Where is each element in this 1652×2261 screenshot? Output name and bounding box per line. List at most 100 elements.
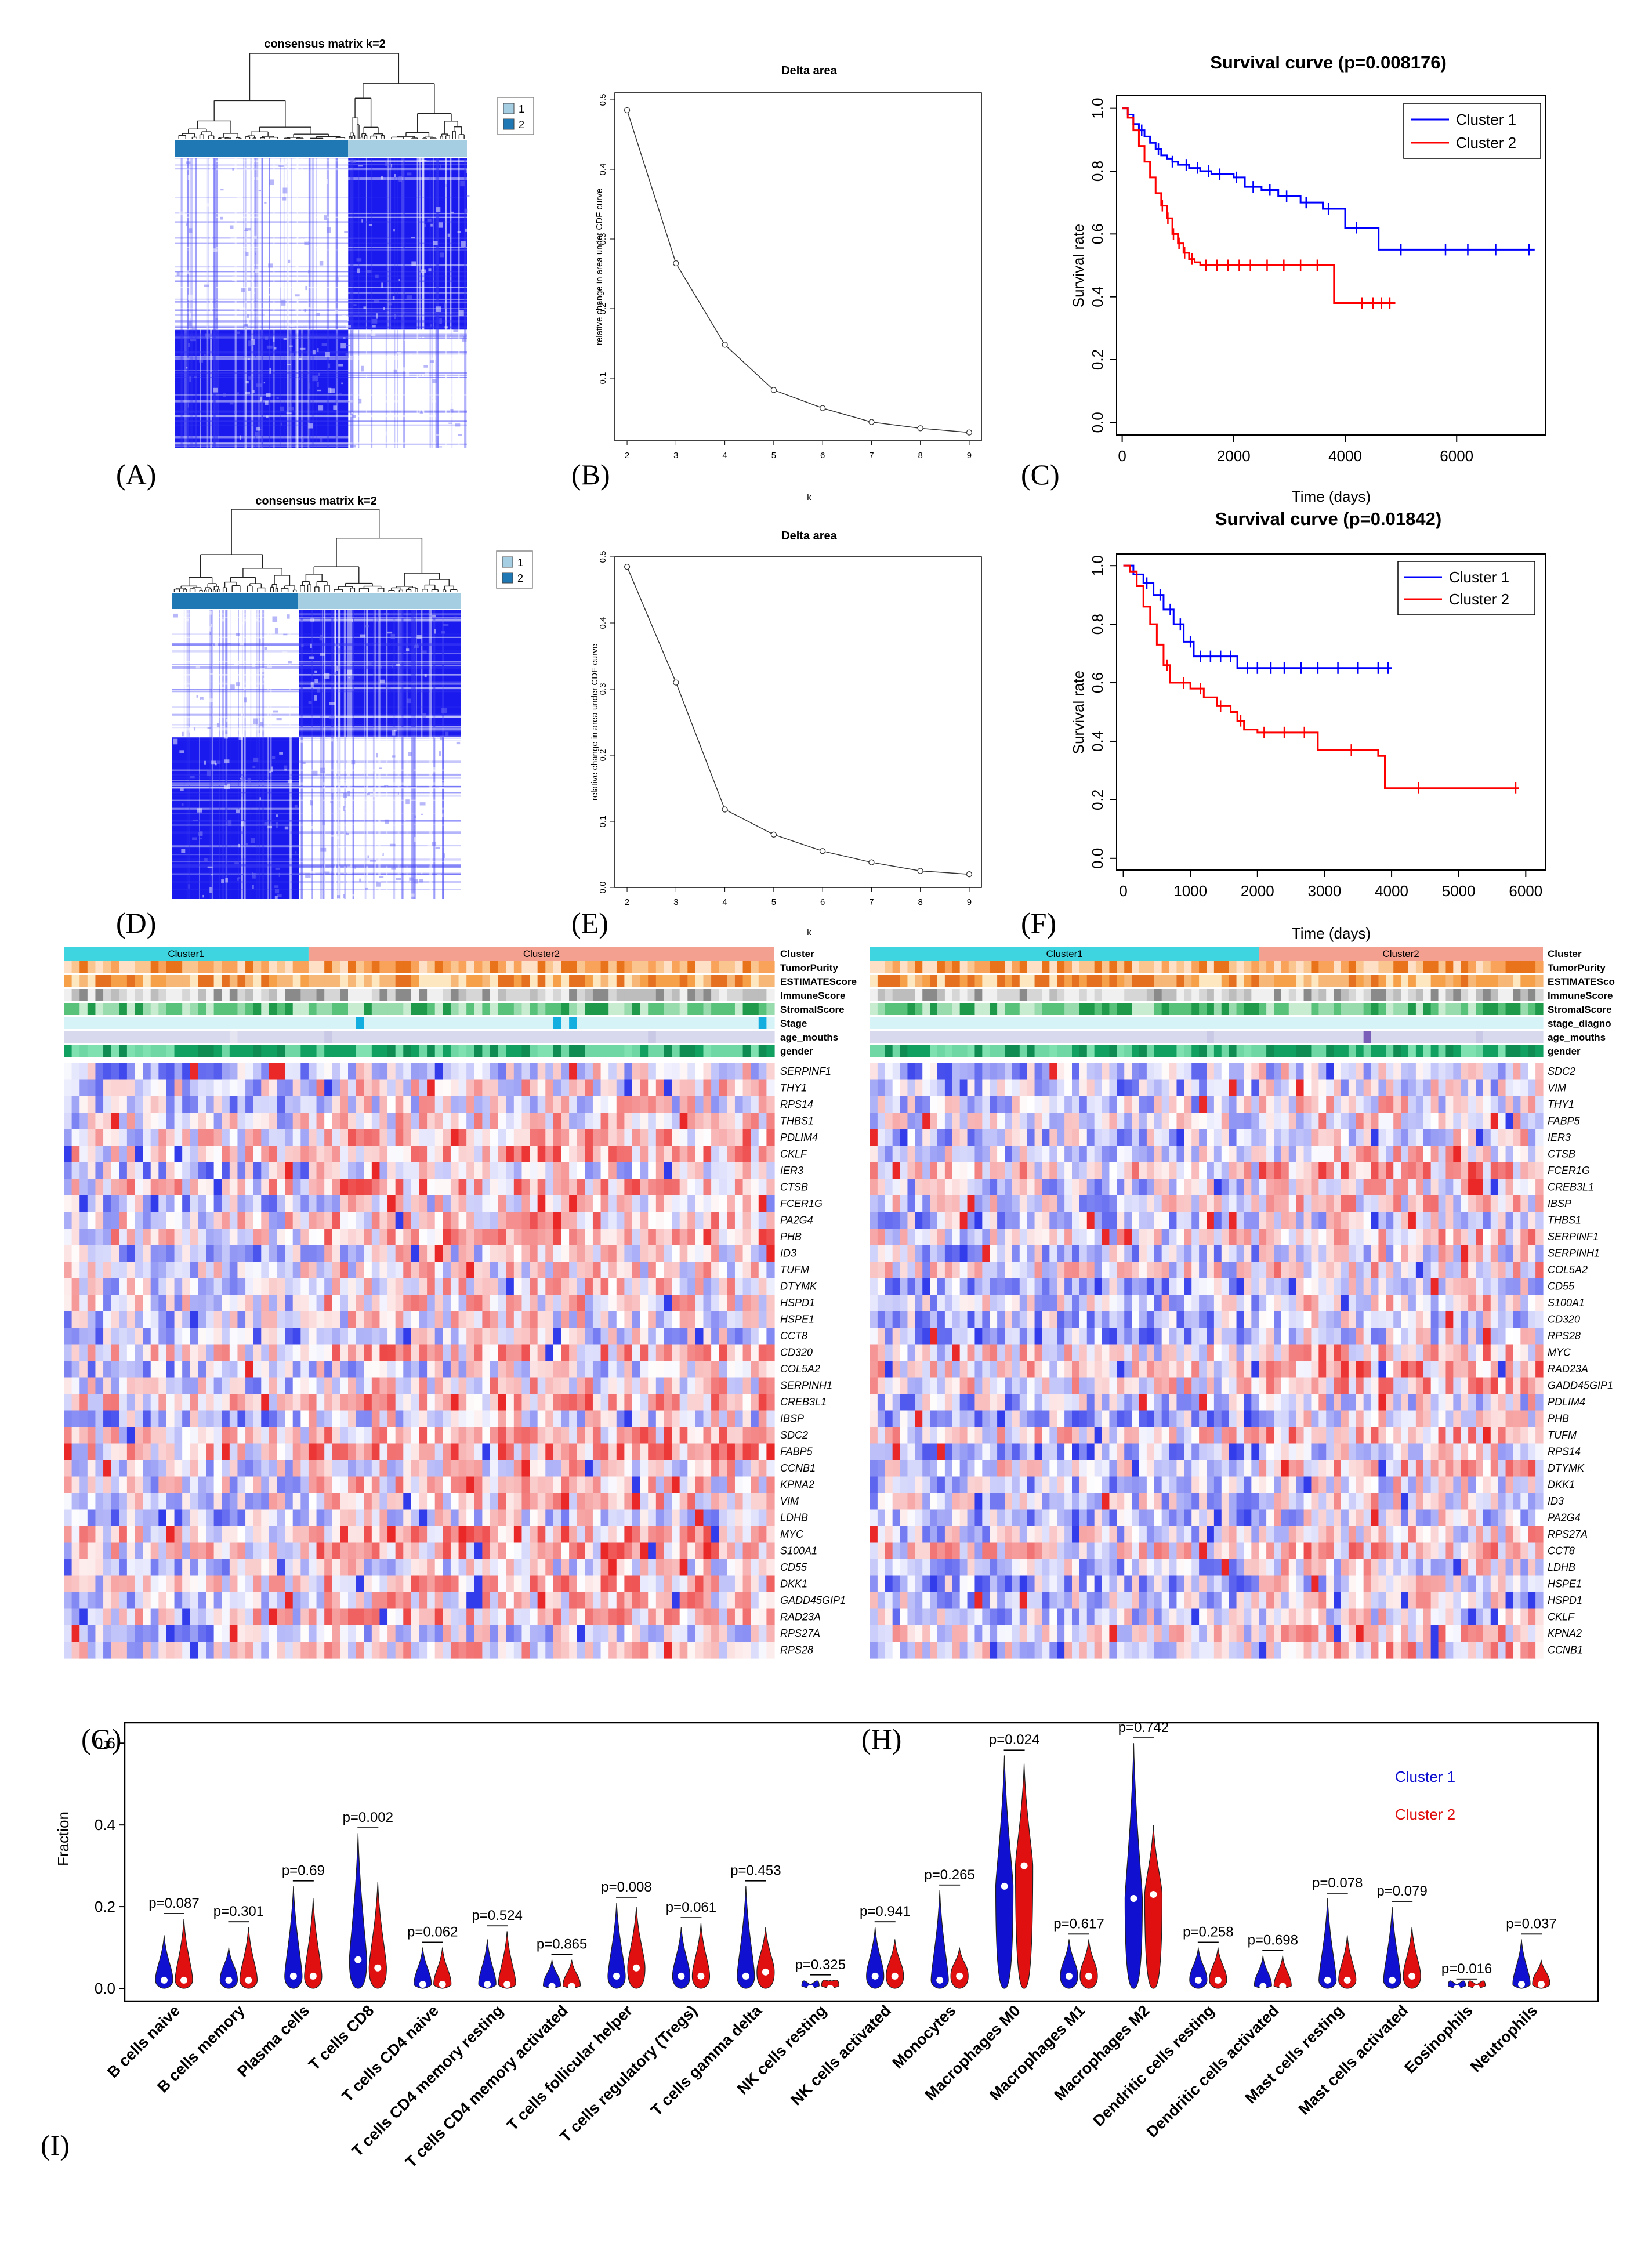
heatmap-cell (222, 1079, 230, 1097)
heatmap-annotation-cell (466, 1031, 475, 1043)
heatmap-cell (79, 1195, 88, 1213)
heatmap-gene-label: CD320 (780, 1347, 813, 1358)
matrix-speckle (405, 799, 410, 805)
heatmap-cell (300, 1146, 309, 1163)
heatmap-annotation-cell (269, 975, 278, 987)
matrix-streak (172, 831, 461, 834)
heatmap-cell (253, 1245, 262, 1262)
heatmap-cell (143, 1245, 151, 1262)
heatmap-cell (395, 1262, 404, 1279)
heatmap-cell (158, 1443, 167, 1461)
matrix-speckle (411, 237, 415, 239)
heatmap-cell (687, 1361, 696, 1378)
heatmap-cell (79, 1262, 88, 1279)
heatmap-cell (222, 1443, 230, 1461)
heatmap-cell (79, 1162, 88, 1180)
heatmap-cell (734, 1476, 744, 1494)
heatmap-cell (403, 1559, 412, 1577)
heatmap-cell (640, 1113, 649, 1130)
matrix-streak (175, 333, 467, 335)
heatmap-cell (648, 1410, 657, 1427)
heatmap-annotation-cell (364, 1003, 372, 1015)
heatmap-annotation-cell (687, 1017, 696, 1029)
heatmap-gene-label: RPS14 (780, 1099, 813, 1110)
heatmap-cell (87, 1179, 96, 1196)
matrix-speckle (368, 224, 372, 226)
heatmap-cell (734, 1179, 744, 1196)
matrix-speckle (265, 400, 269, 405)
heatmap-cell (222, 1344, 230, 1361)
heatmap-cell (434, 1079, 443, 1097)
heatmap-annotation-cell (450, 1045, 459, 1057)
heatmap-cell (237, 1195, 246, 1213)
heatmap-cell (521, 1509, 530, 1527)
heatmap-annotation-cell (530, 1031, 538, 1043)
heatmap-cell (379, 1410, 388, 1427)
heatmap-cell (498, 1063, 506, 1081)
survival-c-legend-label-2: Cluster 2 (1456, 134, 1516, 151)
matrix-speckle (178, 357, 181, 360)
heatmap-cell (751, 1162, 759, 1180)
matrix-streak (442, 610, 444, 899)
heatmap-cell (687, 1129, 696, 1147)
matrix-streak (172, 620, 461, 622)
heatmap-annotation-cell (261, 989, 270, 1001)
heatmap-cell (482, 1129, 491, 1147)
heatmap-cell (126, 1377, 136, 1394)
matrix-streak (175, 446, 467, 448)
heatmap-cell (592, 1179, 602, 1196)
matrix-speckle (320, 847, 327, 852)
heatmap-cell (758, 1476, 767, 1494)
heatmap-cell (237, 1476, 246, 1494)
delta-point (819, 848, 826, 854)
heatmap-cell (324, 1113, 333, 1130)
heatmap-cell (190, 1427, 198, 1444)
heatmap-cell (450, 1195, 459, 1213)
heatmap-cell (600, 1377, 609, 1394)
heatmap-cell (103, 1476, 112, 1494)
heatmap-cell (506, 1129, 515, 1147)
heatmap-cell (261, 1162, 270, 1180)
heatmap-cell (513, 1096, 523, 1114)
matrix-speckle (292, 197, 298, 202)
heatmap-cell (135, 1361, 143, 1378)
heatmap-cell (450, 1278, 459, 1295)
matrix-speckle (274, 896, 278, 900)
heatmap-cell (553, 1509, 562, 1527)
heatmap-cell (624, 1212, 633, 1229)
consensus-a-legend-swatch-1 (503, 103, 515, 114)
heatmap-cell (679, 1311, 688, 1328)
matrix-speckle (367, 855, 369, 858)
heatmap-annotation-cell (632, 975, 641, 987)
heatmap-cell (742, 1311, 751, 1328)
heatmap-cell (655, 1162, 665, 1180)
heatmap-cell (222, 1377, 230, 1394)
heatmap-cell (143, 1146, 151, 1163)
heatmap-cell (143, 1113, 151, 1130)
heatmap-cell (498, 1476, 506, 1494)
matrix-speckle (414, 815, 416, 818)
heatmap-cell (387, 1460, 396, 1477)
matrix-speckle (436, 207, 441, 213)
heatmap-annotation-cell (150, 989, 159, 1001)
heatmap-cell (506, 1162, 515, 1180)
heatmap-cell (245, 1328, 254, 1345)
heatmap-annotation-cell (332, 1045, 340, 1057)
heatmap-annotation-label: StromalScore (780, 1004, 845, 1015)
matrix-streak (172, 613, 461, 615)
heatmap-cell (561, 1212, 570, 1229)
heatmap-annotation-cell (403, 975, 412, 987)
heatmap-annotation-cell (687, 961, 696, 973)
heatmap-cell (213, 1476, 222, 1494)
heatmap-annotation-label: gender (780, 1046, 813, 1057)
heatmap-annotation-cell (371, 961, 381, 973)
heatmap-cell (577, 1509, 585, 1527)
heatmap-cell (182, 1063, 191, 1081)
heatmap-cell (537, 1129, 546, 1147)
heatmap-cell (695, 1394, 704, 1411)
heatmap-cell (521, 1476, 530, 1494)
survival-x-tick-label: 5000 (1442, 882, 1476, 900)
matrix-speckle (278, 282, 281, 288)
heatmap-cell (64, 1212, 73, 1229)
heatmap-cell (166, 1212, 175, 1229)
